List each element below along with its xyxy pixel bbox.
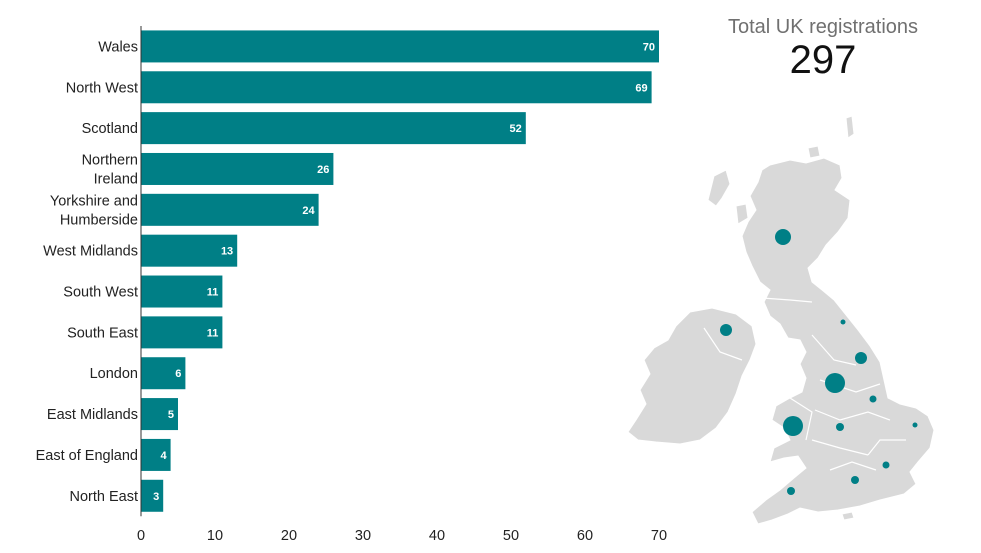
marker-scotland xyxy=(775,229,791,245)
bar-value-label: 13 xyxy=(221,246,233,258)
marker-south-east xyxy=(851,476,859,484)
total-registrations-panel: Total UK registrations 297 xyxy=(723,16,923,81)
category-label: South West xyxy=(63,285,138,301)
bar xyxy=(141,152,334,185)
marker-north-east xyxy=(840,319,846,325)
category-label: Scotland xyxy=(82,121,138,137)
bar xyxy=(141,479,164,512)
x-tick-label: 50 xyxy=(503,528,519,544)
bar xyxy=(141,438,171,471)
bar xyxy=(141,234,238,267)
total-registrations-value: 297 xyxy=(789,38,857,82)
bar-value-label: 6 xyxy=(175,368,181,380)
x-tick-label: 60 xyxy=(577,528,593,544)
marker-west-midlands xyxy=(836,423,844,431)
bar-value-label: 3 xyxy=(153,491,159,503)
bar xyxy=(141,316,223,349)
bar-value-label: 52 xyxy=(510,123,522,135)
bar xyxy=(141,357,186,390)
marker-east-of-england xyxy=(912,422,918,428)
bar xyxy=(141,193,319,226)
uk-map xyxy=(627,115,935,525)
bar xyxy=(141,112,526,145)
x-tick-label: 40 xyxy=(429,528,445,544)
category-label: East of England xyxy=(36,448,138,464)
bar-value-label: 26 xyxy=(317,164,329,176)
x-tick-label: 70 xyxy=(651,528,667,544)
x-tick-label: 20 xyxy=(281,528,297,544)
category-label: North West xyxy=(66,80,138,96)
category-label: Wales xyxy=(98,39,138,55)
great-britain-shape xyxy=(741,157,935,525)
marker-london xyxy=(882,461,890,469)
bar-value-label: 5 xyxy=(168,409,174,421)
marker-northern-ireland xyxy=(720,324,732,336)
total-registrations-label: Total UK registrations xyxy=(727,16,919,38)
category-label: London xyxy=(90,366,138,382)
bar xyxy=(141,398,178,431)
category-label: East Midlands xyxy=(47,407,138,423)
bar-value-label: 24 xyxy=(302,205,315,217)
category-label: South East xyxy=(67,325,138,341)
marker-east-midlands xyxy=(869,395,877,403)
marker-north-west xyxy=(825,373,845,393)
marker-wales xyxy=(783,416,803,436)
category-label: Yorkshire and Humberside xyxy=(50,193,138,228)
category-label: North East xyxy=(70,489,139,505)
bar-value-label: 11 xyxy=(207,287,219,299)
x-tick-label: 30 xyxy=(355,528,371,544)
region-borders xyxy=(703,297,906,471)
bar xyxy=(141,275,223,308)
marker-south-west xyxy=(787,487,795,495)
isle-of-wight-shape xyxy=(841,511,855,521)
bar-value-label: 70 xyxy=(643,41,655,53)
bar-value-label: 69 xyxy=(635,82,647,94)
bar-value-label: 4 xyxy=(160,450,167,462)
x-tick-label: 10 xyxy=(207,528,223,544)
bar xyxy=(141,71,652,104)
category-label: Northern Ireland xyxy=(82,152,138,187)
hebrides-shape xyxy=(707,169,731,207)
ireland-shape xyxy=(627,307,757,445)
marker-yorkshire-humberside xyxy=(855,352,867,364)
x-tick-label: 0 xyxy=(137,528,145,544)
orkney-shape xyxy=(807,145,821,159)
shetland-shape xyxy=(845,115,855,139)
region-markers xyxy=(720,229,918,495)
skye-shape xyxy=(735,203,749,225)
category-label: West Midlands xyxy=(43,244,138,260)
bar xyxy=(141,30,659,63)
bar-value-label: 11 xyxy=(207,327,219,339)
